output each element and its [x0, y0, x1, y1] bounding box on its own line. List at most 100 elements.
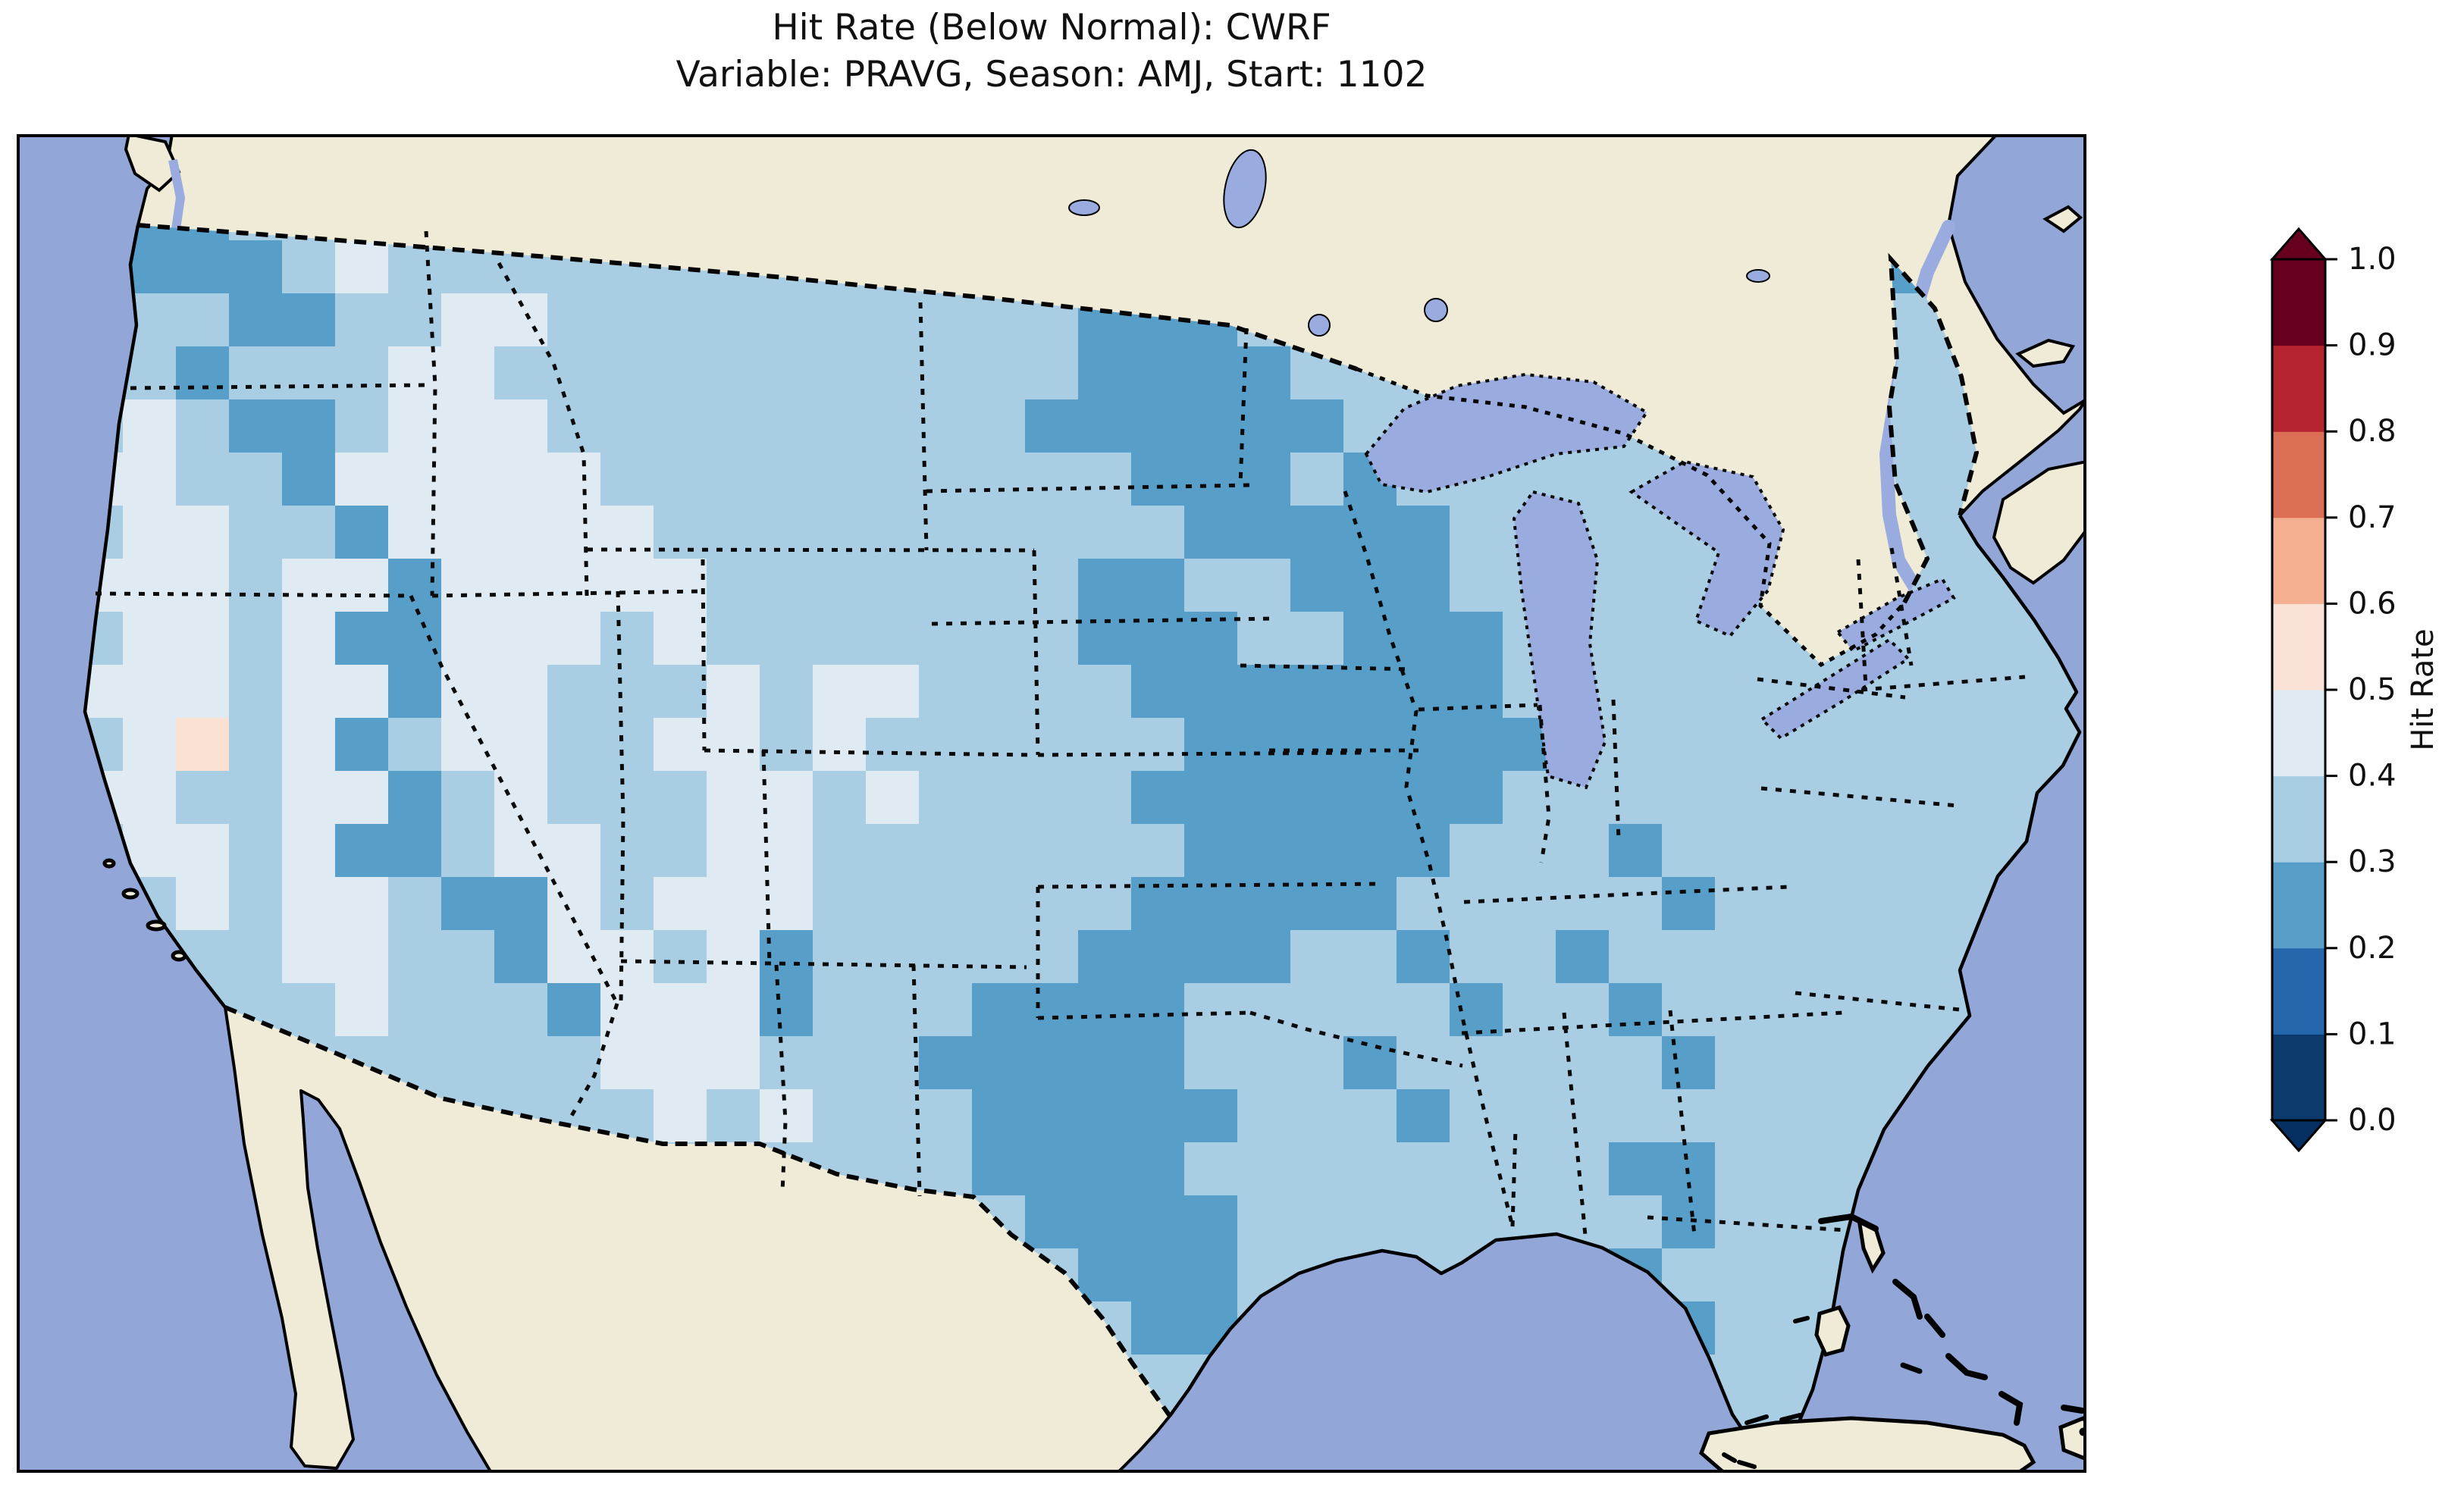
grid-cell [972, 771, 1026, 825]
lake-erie [1759, 637, 1911, 741]
grid-cell [1450, 877, 1503, 931]
grid-cell [1237, 1142, 1291, 1196]
grid-cell [441, 506, 495, 559]
map-frame [17, 134, 2086, 1473]
grid-cell [1131, 1036, 1185, 1090]
grid-cell [866, 930, 920, 984]
grid-cell [1131, 718, 1185, 772]
grid-cell [1397, 1142, 1450, 1196]
grid-cell [1184, 665, 1238, 719]
grid-cell [1343, 506, 1397, 559]
grid-cell [972, 983, 1026, 1037]
colorbar-over-arrow [2269, 227, 2328, 261]
grid-cell [1290, 1142, 1344, 1196]
grid-cell [1874, 824, 1928, 878]
grid-cell [654, 930, 707, 984]
grid-cell [229, 453, 283, 506]
colorbar-bin [2272, 259, 2325, 346]
grid-cell [1343, 877, 1397, 931]
mexico-border [224, 1005, 1172, 1417]
grid-cell [123, 665, 177, 719]
grid-cell [813, 612, 867, 666]
grid-cell [1715, 930, 1769, 984]
grid-cell [1450, 771, 1503, 825]
grid-cell [1768, 771, 1822, 825]
grid-cell [1715, 1036, 1769, 1090]
grid-cell [388, 930, 442, 984]
grid-cell [1237, 771, 1291, 825]
grid-cell [1025, 612, 1079, 666]
grid-cell [494, 1036, 548, 1090]
grid-cell [813, 453, 867, 506]
grid-cell [1927, 824, 1981, 878]
grid-cell [813, 718, 867, 772]
grid-cell [654, 665, 707, 719]
grid-cell [335, 240, 389, 294]
grid-cell [1821, 1036, 1875, 1090]
grid-cell [282, 399, 336, 453]
grid-cell [600, 399, 654, 453]
grid-cell [1556, 824, 1610, 878]
grid-cell [600, 453, 654, 506]
grid-cell [600, 718, 654, 772]
grid-cell [600, 877, 654, 931]
grid-cell [1131, 824, 1185, 878]
grid-cell [1450, 930, 1503, 984]
grid-cell [1662, 877, 1716, 931]
grid-cell [600, 346, 654, 400]
grid-cell [1025, 665, 1079, 719]
grid-cell [1556, 877, 1610, 931]
grid-cell [1450, 665, 1503, 719]
grid-cell [1237, 1036, 1291, 1090]
grid-cell [1237, 983, 1291, 1037]
grid-cell [1078, 453, 1132, 506]
grid-cell [1450, 612, 1503, 666]
grid-cell [1768, 1248, 1822, 1302]
grid-cell [1237, 665, 1291, 719]
grid-cell [176, 506, 230, 559]
grid-cell [547, 983, 601, 1037]
grid-cell [441, 612, 495, 666]
grid-cell [707, 1089, 760, 1143]
grid-cell [1715, 771, 1769, 825]
grid-cell [1343, 771, 1397, 825]
grid-cell [707, 665, 760, 719]
grid-cell [494, 506, 548, 559]
grid-cell [654, 771, 707, 825]
grid-cell [1503, 877, 1556, 931]
grid-cell [176, 612, 230, 666]
grid-cell [229, 930, 283, 984]
grid-cell [1662, 771, 1716, 825]
grid-cell [1078, 506, 1132, 559]
grid-cell [176, 559, 230, 612]
grid-cell [335, 983, 389, 1037]
grid-cell [1131, 930, 1185, 984]
grid-cell [707, 346, 760, 400]
grid-cell [176, 877, 230, 931]
grid-cell [760, 293, 813, 347]
grid-cell [972, 665, 1026, 719]
grid-cell [919, 771, 973, 825]
grid-cell [919, 1089, 973, 1143]
prince-edward-island [2015, 338, 2076, 368]
grid-cell [441, 559, 495, 612]
title-line-1: Hit Rate (Below Normal): CWRF [772, 7, 1331, 49]
grid-cell [1184, 1089, 1238, 1143]
grid-cell [282, 983, 336, 1037]
grid-cell [1025, 346, 1079, 400]
grid-cell [972, 877, 1026, 931]
grid-cell [707, 877, 760, 931]
colorbar-tick-label: 0.5 [2348, 672, 2397, 707]
grid-cell [547, 559, 601, 612]
grid-cell [1237, 1195, 1291, 1249]
grid-cell [1025, 718, 1079, 772]
grid-cell [760, 559, 813, 612]
grid-cell [494, 877, 548, 931]
grid-cell [1821, 718, 1875, 772]
grid-cell [866, 665, 920, 719]
grid-cell [1290, 824, 1344, 878]
grid-cell [335, 346, 389, 400]
grid-cell [1290, 559, 1344, 612]
grid-cell [1290, 983, 1344, 1037]
colorbar-tick-label: 0.0 [2348, 1103, 2397, 1138]
